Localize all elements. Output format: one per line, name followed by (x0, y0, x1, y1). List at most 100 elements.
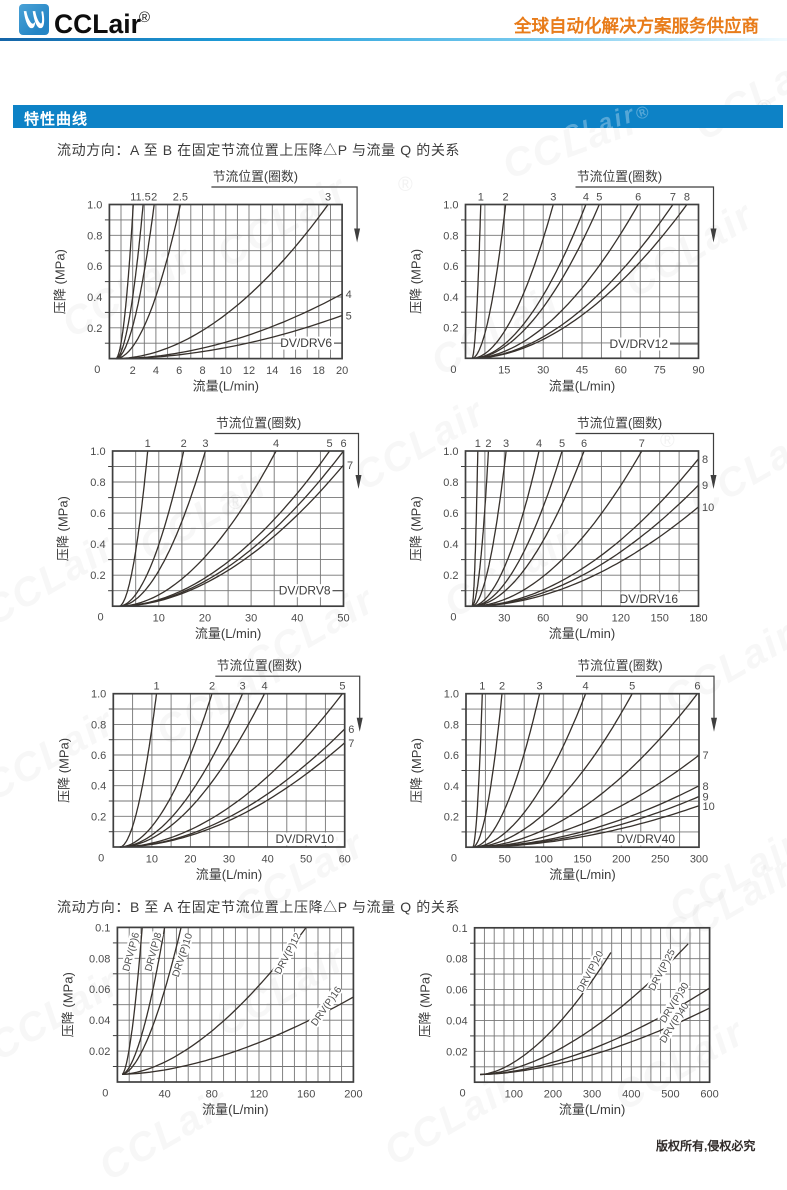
svg-text:20: 20 (199, 613, 211, 625)
svg-text:0.2: 0.2 (90, 570, 105, 582)
svg-text:5: 5 (327, 438, 333, 450)
svg-text:0.04: 0.04 (89, 1015, 110, 1027)
svg-text:200: 200 (344, 1088, 362, 1100)
svg-text:60: 60 (537, 613, 549, 625)
svg-text:200: 200 (612, 854, 630, 866)
svg-text:DV/DRV40: DV/DRV40 (617, 832, 676, 846)
svg-text:6: 6 (635, 192, 641, 204)
svg-text:DV/DRV10: DV/DRV10 (276, 832, 335, 846)
svg-text:1.5: 1.5 (135, 192, 150, 204)
svg-text:7: 7 (703, 750, 709, 762)
svg-text:600: 600 (700, 1089, 718, 1101)
svg-text:0.8: 0.8 (87, 230, 102, 242)
svg-text:1.0: 1.0 (87, 200, 102, 212)
svg-text:1.0: 1.0 (443, 200, 458, 212)
svg-text:0.8: 0.8 (444, 719, 459, 731)
svg-text:流量(L/min): 流量(L/min) (559, 1102, 625, 1117)
svg-text:100: 100 (505, 1089, 523, 1101)
svg-text:4: 4 (536, 438, 542, 450)
svg-text:压降 (MPa): 压降 (MPa) (409, 249, 424, 314)
svg-text:0.04: 0.04 (446, 1015, 467, 1027)
svg-text:0.06: 0.06 (89, 984, 110, 996)
svg-text:节流位置(圈数): 节流位置(圈数) (577, 416, 662, 431)
svg-text:30: 30 (498, 613, 510, 625)
svg-text:20: 20 (184, 853, 196, 865)
svg-text:45: 45 (576, 365, 588, 377)
svg-text:80: 80 (206, 1088, 218, 1100)
svg-text:DRV(P)16: DRV(P)16 (309, 984, 344, 1028)
svg-text:1: 1 (478, 192, 484, 204)
svg-text:DV/DRV8: DV/DRV8 (279, 584, 331, 598)
svg-text:0.2: 0.2 (91, 811, 106, 823)
svg-text:0: 0 (451, 853, 457, 865)
svg-text:40: 40 (291, 613, 303, 625)
svg-text:压降 (MPa): 压降 (MPa) (409, 738, 424, 803)
svg-text:50: 50 (499, 854, 511, 866)
svg-text:0.4: 0.4 (444, 781, 459, 793)
svg-text:0.2: 0.2 (87, 323, 102, 335)
svg-text:30: 30 (537, 365, 549, 377)
svg-text:10: 10 (702, 502, 714, 514)
svg-text:0.4: 0.4 (443, 539, 458, 551)
svg-text:压降 (MPa): 压降 (MPa) (60, 972, 75, 1037)
svg-text:0.6: 0.6 (444, 750, 459, 762)
svg-text:0: 0 (102, 1088, 108, 1100)
svg-text:10: 10 (220, 365, 232, 377)
svg-text:流量(L/min): 流量(L/min) (195, 626, 261, 641)
svg-text:40: 40 (158, 1088, 170, 1100)
svg-text:0: 0 (98, 853, 104, 865)
svg-text:400: 400 (622, 1089, 640, 1101)
svg-text:6: 6 (348, 724, 354, 736)
svg-text:30: 30 (223, 853, 235, 865)
svg-text:0: 0 (450, 364, 456, 376)
svg-text:2: 2 (499, 681, 505, 693)
svg-text:3: 3 (503, 438, 509, 450)
svg-text:8: 8 (684, 192, 690, 204)
svg-text:流动方向：B 至 A 在固定节流位置上压降△P 与流量 Q: 流动方向：B 至 A 在固定节流位置上压降△P 与流量 Q 的关系 (57, 899, 460, 915)
svg-text:流动方向：A 至 B 在固定节流位置上压降△P 与流量 Q: 流动方向：A 至 B 在固定节流位置上压降△P 与流量 Q 的关系 (57, 142, 460, 158)
svg-text:150: 150 (573, 854, 591, 866)
svg-text:2: 2 (209, 681, 215, 693)
svg-text:2: 2 (503, 192, 509, 204)
svg-text:120: 120 (612, 613, 630, 625)
svg-text:0.08: 0.08 (446, 954, 467, 966)
svg-text:0: 0 (459, 1088, 465, 1100)
svg-text:节流位置(圈数): 节流位置(圈数) (213, 169, 298, 184)
svg-text:2: 2 (130, 365, 136, 377)
svg-text:2.5: 2.5 (173, 192, 188, 204)
svg-text:0.08: 0.08 (89, 953, 110, 965)
svg-text:DV/DRV6: DV/DRV6 (280, 336, 332, 350)
svg-text:0.8: 0.8 (443, 477, 458, 489)
svg-text:15: 15 (498, 365, 510, 377)
svg-text:7: 7 (348, 738, 354, 750)
svg-text:180: 180 (689, 613, 707, 625)
svg-text:250: 250 (651, 854, 669, 866)
svg-text:压降 (MPa): 压降 (MPa) (52, 249, 67, 314)
svg-text:0.6: 0.6 (87, 261, 102, 273)
svg-text:0.4: 0.4 (90, 539, 105, 551)
svg-text:5: 5 (339, 681, 345, 693)
svg-text:4: 4 (261, 681, 267, 693)
svg-text:50: 50 (300, 853, 312, 865)
svg-text:6: 6 (176, 365, 182, 377)
svg-text:10: 10 (153, 613, 165, 625)
svg-text:节流位置(圈数): 节流位置(圈数) (217, 658, 302, 673)
svg-text:10: 10 (146, 853, 158, 865)
svg-text:500: 500 (661, 1089, 679, 1101)
svg-text:1: 1 (145, 438, 151, 450)
svg-text:10: 10 (703, 801, 715, 813)
svg-text:7: 7 (670, 192, 676, 204)
svg-text:60: 60 (615, 365, 627, 377)
svg-text:0: 0 (94, 364, 100, 376)
svg-text:300: 300 (583, 1089, 601, 1101)
svg-text:200: 200 (544, 1089, 562, 1101)
svg-text:30: 30 (245, 613, 257, 625)
svg-text:3: 3 (325, 192, 331, 204)
svg-text:1: 1 (479, 681, 485, 693)
svg-text:50: 50 (337, 613, 349, 625)
svg-text:流量(L/min): 流量(L/min) (196, 867, 262, 882)
svg-text:1: 1 (475, 438, 481, 450)
svg-text:流量(L/min): 流量(L/min) (193, 379, 259, 394)
svg-text:8: 8 (702, 454, 708, 466)
svg-text:0.8: 0.8 (443, 230, 458, 242)
